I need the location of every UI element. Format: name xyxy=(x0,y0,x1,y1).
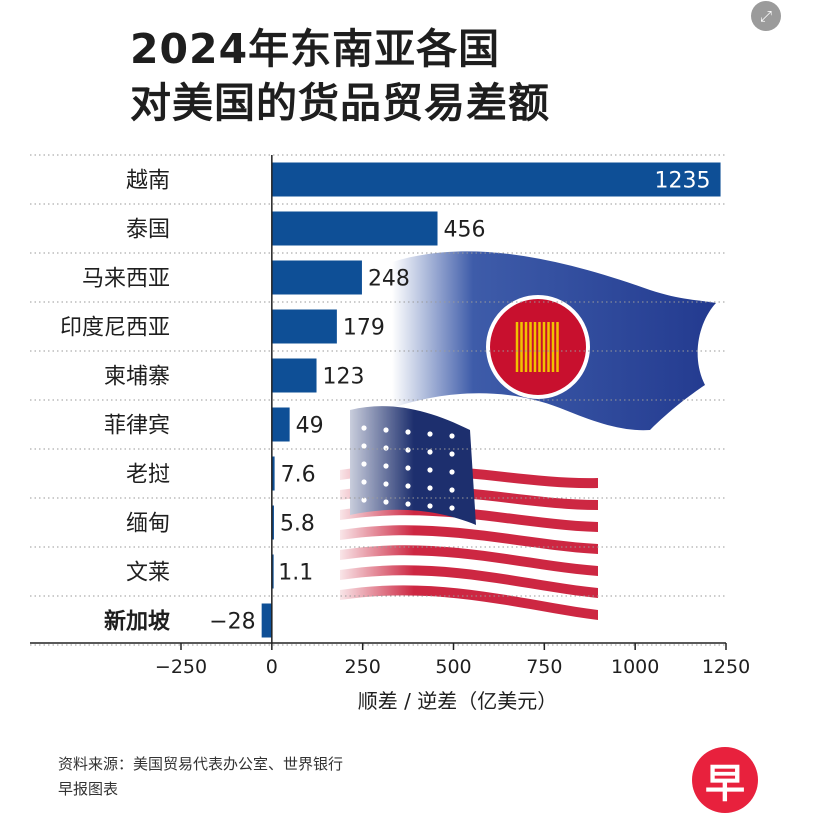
chart-title: 2024年东南亚各国 对美国的货品贸易差额 xyxy=(130,22,550,130)
bar xyxy=(271,505,274,540)
category-label: 新加坡 xyxy=(104,609,170,635)
footer: 资料来源：美国贸易代表办公室、世界银行 早报图表 xyxy=(58,752,343,802)
category-label: 菲律宾 xyxy=(104,414,170,439)
x-tick-label: 500 xyxy=(435,656,471,678)
x-tick-label: 750 xyxy=(526,656,562,678)
chart-title-line-1: 2024年东南亚各国 xyxy=(130,25,501,73)
value-label: 1235 xyxy=(655,169,711,194)
credit-note: 早报图表 xyxy=(58,780,119,798)
x-axis-label: 顺差 / 逆差（亿美元） xyxy=(358,689,557,713)
value-label: 179 xyxy=(343,316,385,341)
category-label: 文莱 xyxy=(126,561,170,586)
zaobao-logo: 早 xyxy=(692,747,758,813)
value-label: 49 xyxy=(296,414,324,439)
category-label: 缅甸 xyxy=(126,512,170,537)
value-label: 456 xyxy=(444,218,486,243)
value-label: 248 xyxy=(368,267,410,292)
category-label: 老挝 xyxy=(126,463,170,488)
bar xyxy=(271,407,290,442)
x-tick-label: 1250 xyxy=(702,656,750,678)
bar-chart: 越南 1235 泰国 456 马来西亚 248 印度尼西亚 179 柬埔寨 123 菲律宾 49 老挝 7… xyxy=(30,154,750,713)
bar xyxy=(271,162,721,197)
bar xyxy=(271,309,337,344)
value-label: −28 xyxy=(209,610,255,635)
value-label: 7.6 xyxy=(281,463,316,488)
bar xyxy=(271,554,274,589)
bar xyxy=(271,358,317,393)
chart-title-line-2: 对美国的货品贸易差额 xyxy=(130,79,550,127)
x-tick-label: 250 xyxy=(345,656,381,678)
value-label: 1.1 xyxy=(278,561,313,586)
category-label: 柬埔寨 xyxy=(104,365,170,390)
bar xyxy=(271,456,275,491)
value-label: 123 xyxy=(323,365,365,390)
x-tick-label: 0 xyxy=(266,656,278,678)
category-label: 泰国 xyxy=(126,218,170,243)
bar xyxy=(261,603,272,638)
category-label: 越南 xyxy=(126,169,170,194)
source-note: 资料来源：美国贸易代表办公室、世界银行 xyxy=(58,755,344,773)
flag-illustration xyxy=(330,251,716,620)
x-tick-label: −250 xyxy=(155,656,207,678)
expand-button[interactable]: ⤢ xyxy=(751,1,781,31)
bar xyxy=(271,211,438,246)
category-label: 马来西亚 xyxy=(82,267,170,292)
value-label: 5.8 xyxy=(280,512,315,537)
expand-icon: ⤢ xyxy=(759,6,772,25)
bar xyxy=(271,260,362,295)
category-label: 印度尼西亚 xyxy=(60,316,170,341)
x-tick-label: 1000 xyxy=(611,656,659,678)
